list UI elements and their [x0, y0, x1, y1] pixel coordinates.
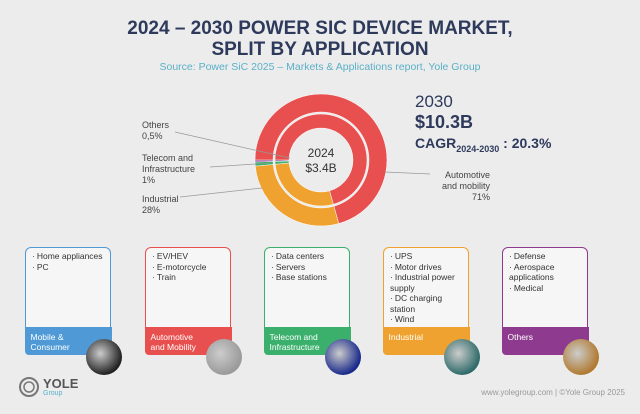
label-telecom: Telecom and [142, 153, 194, 163]
card-photo [86, 339, 122, 375]
cagr-label: CAGR [415, 135, 457, 151]
card-item: Defense [509, 251, 587, 262]
label-others: Others [142, 120, 170, 130]
cagr-sub: 2024-2030 [456, 143, 500, 154]
card-label-1: Automotive [150, 331, 194, 342]
card-items: UPSMotor drivesIndustrial power supplyDC… [384, 251, 468, 335]
card-item: Home appliances [32, 251, 110, 262]
card-item: Motor drives [390, 262, 468, 273]
card-photo [206, 339, 242, 375]
outer-slice-automotive-and-mobility [254, 93, 388, 224]
card-label-2: Consumer [30, 341, 70, 352]
card-label-1: Industrial [388, 331, 424, 342]
application-card: Home appliancesPC Mobile &Consumer [24, 247, 122, 375]
summary-cagr: CAGR2024-2030 : 20.3% [415, 135, 551, 154]
card-label-2: and Mobility [150, 341, 196, 352]
cagr-value: : 20.3% [503, 135, 552, 151]
title-line-1: 2024 – 2030 POWER SIC DEVICE MARKET, [127, 18, 513, 39]
card-item: PC [32, 262, 110, 273]
card-item: Aerospace applications [509, 262, 587, 283]
logo-swirl-icon [19, 377, 39, 397]
label-industrial: Industrial [142, 194, 179, 204]
label-auto-pct: 71% [471, 192, 490, 202]
card-photo [325, 339, 361, 375]
card-item: Wind [390, 314, 468, 325]
leader-industrial [179, 187, 263, 198]
summary-value: $10.3B [415, 112, 474, 132]
card-label-1: Mobile & [30, 331, 64, 342]
center-value: $3.4B [305, 161, 337, 175]
card-item: Servers [271, 262, 349, 273]
label-auto: Automotive [444, 170, 490, 180]
leader-telecom [209, 162, 271, 168]
card-items: DefenseAerospace applicationsMedical [503, 251, 587, 293]
logo-text: YOLE [43, 375, 79, 391]
center-year: 2024 [307, 146, 335, 160]
card-items: Data centersServersBase stations [265, 251, 349, 283]
card-item: DC charging station [390, 293, 468, 314]
card-photo [563, 339, 599, 375]
footer-credit: www.yolegroup.com | ©Yole Group 2025 [481, 388, 625, 397]
inner-slice-industrial [274, 162, 334, 207]
source: Source: Power SiC 2025 – Markets & Appli… [159, 61, 481, 73]
yole-logo: YOLE Group [18, 376, 78, 398]
label-telecom-pct: 1% [142, 175, 156, 185]
card-items: Home appliancesPC [26, 251, 110, 272]
card-label-2: Infrastructure [269, 341, 320, 352]
logo-sub: Group [43, 389, 63, 397]
summary-year: 2030 [415, 92, 453, 111]
card-item: Industrial power supply [390, 272, 468, 293]
card-item: E-motorcycle [152, 262, 230, 273]
application-card: DefenseAerospace applicationsMedical Othe… [501, 247, 599, 375]
card-label-1: Others [507, 331, 534, 342]
inner-slice-automotive-and-mobility [274, 113, 368, 205]
card-items: EV/HEVE-motorcycleTrain [146, 251, 230, 283]
title-line-2: SPLIT BY APPLICATION [211, 39, 429, 60]
label-industrial-pct: 28% [142, 205, 161, 215]
card-item: Train [152, 272, 230, 283]
card-item: EV/HEV [152, 251, 230, 262]
label-others-pct: 0,5% [142, 131, 163, 141]
leader-automotive [384, 171, 431, 175]
card-item: Medical [509, 283, 587, 294]
label-telecom-2: Infrastructure [142, 164, 196, 174]
card-item: Base stations [271, 272, 349, 283]
outer-slice-telecom-and-infrastructure [254, 161, 274, 167]
application-card: Data centersServersBase stations Telecom … [263, 247, 361, 375]
application-card: UPSMotor drivesIndustrial power supplyDC… [382, 247, 480, 375]
card-label-1: Telecom and [269, 331, 318, 342]
card-photo [444, 339, 480, 375]
leader-others [174, 131, 291, 159]
card-item: Data centers [271, 251, 349, 262]
card-item: UPS [390, 251, 468, 262]
label-auto-2: and mobility [441, 181, 490, 191]
